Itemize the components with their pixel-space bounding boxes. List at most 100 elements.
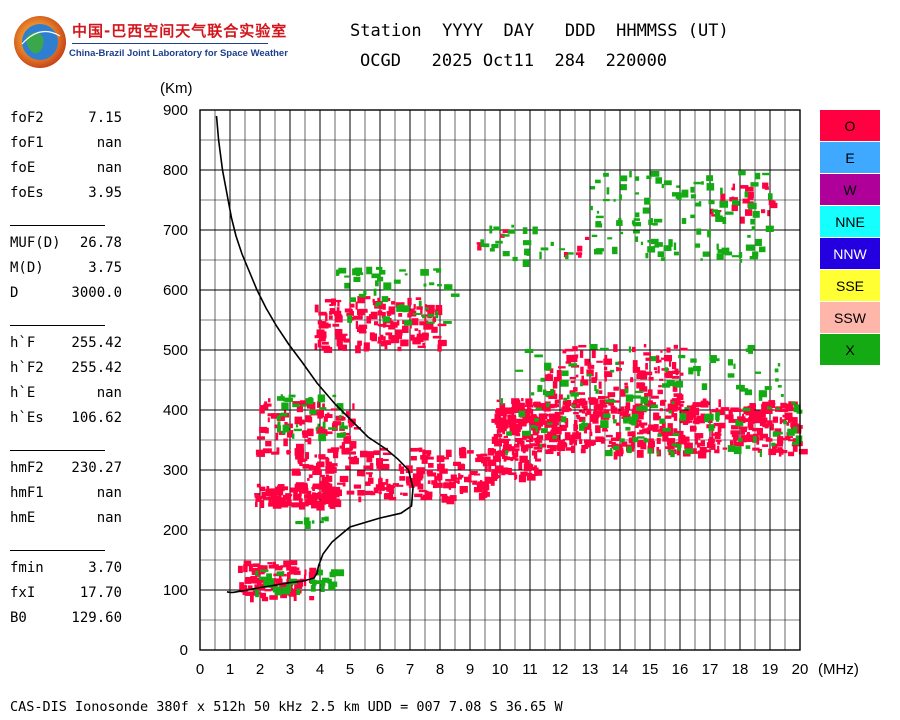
echo-point-x [634,390,644,394]
echo-point-o [247,585,253,591]
echo-point-x [613,445,620,451]
echo-point-o [261,596,269,602]
echo-point-o [288,571,293,575]
echo-point-x [656,450,660,456]
echo-point-o [304,569,307,576]
echo-point-o [671,411,674,418]
echo-point-o [410,447,418,452]
echo-point-o [256,498,262,502]
echo-point-o [256,483,260,488]
echo-point-o [354,455,358,463]
legend-item-nne: NNE [820,206,880,237]
echo-point-o [530,408,534,417]
echo-point-x [412,312,422,316]
echo-point-o [579,350,584,358]
echo-point-o [459,485,468,493]
echo-point-o [715,407,719,414]
echo-point-x [673,251,679,256]
echo-point-o [531,414,537,417]
echo-point-o [296,485,304,489]
echo-point-o [692,427,697,430]
echo-point-o [341,344,347,350]
echo-point-x [293,428,302,432]
echo-point-o [428,469,433,475]
echo-point-o [285,493,292,500]
echo-point-o [667,423,673,431]
echo-point-o [745,186,754,192]
echo-point-o [774,443,783,447]
echo-point-o [350,451,356,455]
echo-point-o [733,408,742,412]
echo-point-o [386,484,391,492]
echo-point-x [633,230,640,234]
echo-point-x [777,385,782,388]
echo-point-x [319,407,327,410]
echo-point-x [719,200,729,208]
echo-point-x [306,520,311,529]
echo-point-x [607,237,613,240]
echo-point-x [568,363,578,367]
echo-point-o [343,338,351,343]
echo-point-x [316,569,323,576]
echo-point-o [311,501,318,509]
echo-point-o [576,392,586,395]
echo-point-o [363,342,370,351]
echo-point-o [348,421,355,427]
echo-point-x [676,185,680,188]
param-row: fxI 17.70 [10,585,122,603]
echo-point-o [334,500,342,508]
echo-point-o [416,336,424,343]
echo-point-x [537,385,543,392]
echo-point-o [519,407,524,412]
echo-point-o [603,402,607,405]
echo-point-x [634,236,639,242]
legend-item-sse: SSE [820,270,880,301]
echo-point-o [327,448,334,453]
echo-point-o [319,474,325,478]
echo-point-o [671,375,680,379]
echo-point-o [793,425,803,429]
echo-point-o [472,480,478,485]
echo-point-o [334,315,343,323]
echo-point-o [413,304,416,310]
echo-point-o [584,236,590,241]
echo-point-o [376,458,384,466]
echo-point-o [477,455,484,459]
echo-point-o [778,432,781,440]
echo-point-x [324,516,329,522]
echo-point-o [317,462,321,471]
echo-point-x [623,416,629,424]
echo-point-o [619,389,626,397]
echo-point-o [589,431,593,437]
echo-point-o [665,428,674,436]
echo-point-o [706,442,715,449]
echo-point-o [286,572,291,580]
echo-point-o [664,446,671,449]
echo-point-o [515,437,523,443]
echo-point-x [288,394,296,398]
echo-point-o [316,428,326,434]
echo-point-o [645,371,653,376]
echo-point-o [293,490,296,497]
echo-point-o [539,418,544,423]
echo-point-o [357,470,365,477]
echo-point-o [320,494,330,502]
param-name: foEs [10,185,44,201]
echo-point-o [519,455,528,463]
echo-point-o [341,442,346,449]
echo-point-o [369,452,373,458]
echo-point-o [437,473,443,481]
echo-point-o [772,416,779,423]
echo-point-o [380,342,386,347]
echo-point-x [619,438,625,443]
echo-point-x [317,394,326,403]
echo-point-x [595,389,599,394]
echo-point-o [679,347,688,351]
echo-point-x [647,239,652,243]
echo-point-o [299,482,308,487]
param-row: MUF(D) 26.78 [10,235,122,253]
echo-point-o [711,409,717,413]
echo-point-o [580,448,586,454]
echo-point-o [769,202,778,209]
echo-point-o [274,566,283,571]
